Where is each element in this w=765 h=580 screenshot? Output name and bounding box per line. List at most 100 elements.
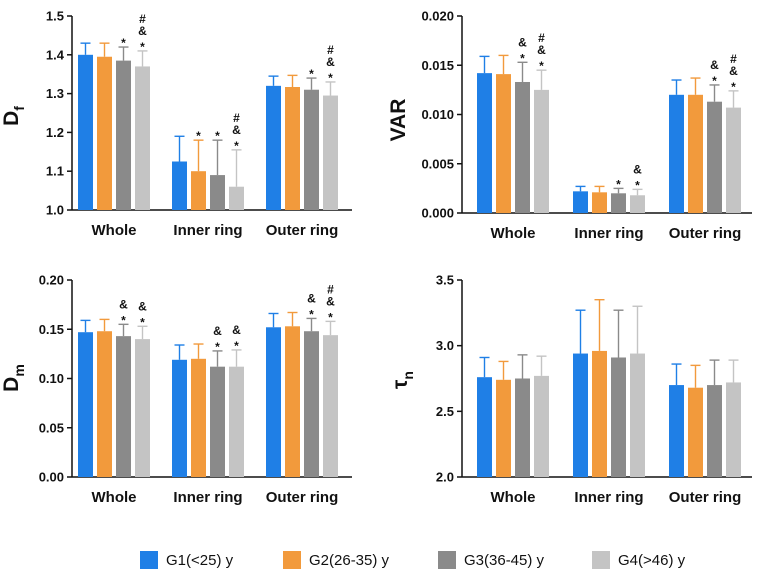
bar [707, 385, 722, 477]
legend-label-g4: G4(>46) y [618, 551, 686, 569]
y-tick-label: 0.00 [39, 470, 64, 485]
significance-mark: & [326, 55, 335, 69]
bar [707, 101, 722, 213]
y-tick-label: 2.0 [436, 470, 454, 485]
significance-mark: * [121, 313, 126, 327]
bar [266, 327, 281, 477]
significance-mark: * [215, 340, 220, 354]
significance-mark: & [213, 324, 222, 338]
significance-mark: * [731, 80, 736, 94]
bar [172, 161, 187, 210]
bar [78, 332, 93, 477]
chart-panel-3: 0.000.050.100.150.20Dm*&*&Whole*&*&Inner… [0, 273, 352, 506]
bar [304, 89, 319, 210]
significance-mark: * [215, 129, 220, 143]
bar [304, 331, 319, 477]
significance-mark: & [518, 35, 527, 49]
bar [630, 195, 645, 213]
significance-mark: * [234, 139, 239, 153]
legend-label-g1: G1(<25) y [166, 551, 234, 569]
significance-mark: # [139, 12, 146, 26]
bar [97, 56, 112, 210]
bar [726, 107, 741, 213]
significance-mark: & [326, 294, 335, 308]
significance-mark: * [234, 339, 239, 353]
y-tick-label: 0.10 [39, 371, 64, 386]
significance-mark: # [327, 282, 334, 296]
bar [116, 60, 131, 211]
y-tick-label: 1.1 [46, 164, 64, 179]
bar [229, 366, 244, 477]
significance-mark: * [140, 40, 145, 54]
significance-mark: & [307, 291, 316, 305]
y-tick-label: 1.4 [46, 47, 65, 62]
significance-mark: * [635, 178, 640, 192]
x-category-label: Outer ring [669, 489, 742, 506]
significance-mark: & [138, 299, 147, 313]
bar [116, 336, 131, 477]
y-tick-label: 3.0 [436, 338, 454, 353]
legend-label-g2: G2(26-35) y [309, 551, 390, 569]
y-tick-label: 0.015 [421, 58, 454, 73]
y-tick-label: 1.5 [46, 9, 64, 24]
y-tick-label: 1.3 [46, 86, 64, 101]
bar [669, 94, 684, 213]
bar [78, 54, 93, 210]
bar [515, 81, 530, 214]
y-tick-label: 0.05 [39, 420, 64, 435]
significance-mark: # [233, 111, 240, 125]
significance-mark: # [730, 52, 737, 66]
y-axis-label: Dm [0, 364, 27, 392]
legend-item-g3: G3(36-45) y [438, 548, 544, 572]
chart-panel-1: 1.01.11.21.31.41.5Df* *&#Whole* **&#Inner … [0, 9, 352, 239]
significance-mark: & [232, 123, 241, 137]
significance-mark: * [712, 74, 717, 88]
y-tick-label: 1.2 [46, 125, 64, 140]
bar [611, 193, 626, 213]
bar [229, 186, 244, 210]
bar [515, 378, 530, 477]
significance-mark: # [327, 43, 334, 57]
significance-mark: & [232, 323, 241, 337]
x-category-label: Whole [491, 225, 536, 242]
bar [534, 375, 549, 477]
bar [285, 326, 300, 477]
legend-item-g4: G4(>46) y [592, 548, 685, 572]
significance-mark: & [138, 24, 147, 38]
y-axis-label: Df [0, 106, 27, 126]
legend-swatch-g4 [592, 551, 610, 569]
bar [534, 89, 549, 213]
x-category-label: Whole [491, 489, 536, 506]
bar [266, 85, 281, 210]
significance-mark: * [196, 129, 201, 143]
x-category-label: Inner ring [173, 222, 242, 239]
x-category-label: Outer ring [669, 225, 742, 242]
legend-swatch-g2 [283, 551, 301, 569]
y-tick-label: 0.20 [39, 273, 64, 288]
bar [135, 66, 150, 210]
significance-mark: * [309, 67, 314, 81]
y-tick-label: 1.0 [46, 203, 64, 218]
bar [97, 331, 112, 477]
significance-mark: * [140, 315, 145, 329]
bar [135, 339, 150, 477]
legend-label-g3: G3(36-45) y [464, 551, 545, 569]
significance-mark: # [538, 31, 545, 45]
x-category-label: Inner ring [574, 225, 643, 242]
x-category-label: Inner ring [574, 489, 643, 506]
bar [210, 175, 225, 210]
x-category-label: Inner ring [173, 489, 242, 506]
significance-mark: & [537, 43, 546, 57]
bar [323, 95, 338, 210]
significance-mark: * [520, 51, 525, 65]
y-tick-label: 0.020 [421, 9, 454, 24]
bar [477, 377, 492, 477]
bar [210, 366, 225, 477]
bar [573, 353, 588, 477]
bar [669, 385, 684, 477]
x-category-label: Whole [92, 222, 137, 239]
significance-mark: * [328, 71, 333, 85]
y-tick-label: 3.5 [436, 273, 454, 288]
bar [285, 87, 300, 210]
